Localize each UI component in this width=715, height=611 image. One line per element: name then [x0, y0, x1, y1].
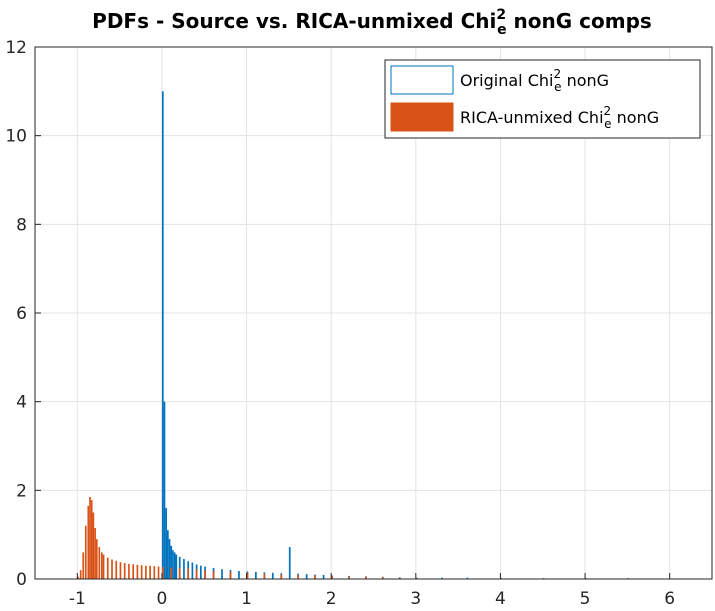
bar-rica — [90, 500, 93, 579]
bar-original — [200, 565, 202, 579]
bar-rica — [95, 539, 98, 579]
bar-original — [322, 575, 325, 579]
bar-rica — [263, 573, 266, 579]
y-tick-label: 8 — [16, 215, 27, 235]
bar-rica — [123, 563, 126, 579]
bar-original — [167, 530, 169, 579]
bar-original — [238, 571, 240, 579]
legend-swatch-rica — [390, 102, 454, 132]
x-axis-ticks: -1 0 1 2 3 4 5 6 — [69, 573, 675, 609]
y-axis-ticks: 0 2 4 6 8 10 12 — [5, 38, 41, 590]
bar-rica — [89, 496, 91, 579]
x-tick-label: 1 — [241, 589, 252, 609]
bar-rica — [132, 564, 135, 579]
x-tick-label: 4 — [495, 589, 506, 609]
bar-original — [441, 577, 443, 579]
bar-rica — [84, 525, 87, 579]
bar-rica — [140, 565, 143, 579]
bar-rica — [381, 577, 384, 579]
bar-rica — [365, 576, 367, 579]
x-tick-label: -1 — [69, 589, 86, 609]
y-tick-label: 12 — [5, 38, 27, 58]
bar-rica — [212, 571, 215, 579]
bar-original — [163, 401, 166, 579]
bar-original — [221, 569, 223, 579]
bar-original — [255, 571, 257, 579]
bar-rica — [106, 557, 109, 579]
legend-label-original: Original Chi2 e nonG — [460, 67, 609, 94]
bar-rica — [187, 568, 190, 579]
bar-rica — [145, 565, 147, 579]
x-tick-label: 3 — [410, 589, 421, 609]
bar-rica — [229, 571, 232, 579]
bar-rica — [92, 512, 95, 579]
bar-original — [191, 562, 194, 579]
bar-original — [271, 572, 274, 579]
bar-rica — [161, 567, 164, 579]
bar-rica — [128, 563, 130, 579]
y-tick-label: 2 — [16, 481, 27, 501]
y-tick-label: 4 — [16, 393, 27, 413]
bar-original — [183, 559, 185, 579]
y-tick-label: 6 — [16, 304, 27, 324]
bar-rica — [87, 505, 90, 579]
bar-rica — [79, 570, 82, 579]
bar-original — [161, 91, 164, 579]
bar-original — [288, 547, 291, 579]
bar-rica — [101, 552, 103, 579]
y-tick-label: 10 — [5, 127, 27, 147]
x-tick-label: 2 — [326, 589, 337, 609]
bar-rica — [77, 576, 80, 579]
chart-title: PDFs - Source vs. RICA-unmixed Chi2 e non… — [92, 7, 652, 38]
bar-rica — [98, 547, 101, 579]
y-tick-label: 0 — [16, 570, 27, 590]
bar-rica — [153, 566, 156, 579]
bar-rica — [170, 567, 173, 579]
bar-rica — [195, 569, 198, 579]
bar-rica — [331, 575, 333, 579]
legend: Original Chi2 e nonG RICA-unmixed Chi2 e n… — [384, 59, 701, 139]
bar-rica — [246, 572, 249, 579]
bar-original — [168, 539, 171, 579]
bar-rica — [178, 567, 181, 579]
bar-original — [466, 577, 469, 579]
series-rica — [77, 496, 435, 579]
bar-rica — [102, 554, 105, 579]
bar-original — [173, 552, 176, 579]
bar-rica — [111, 559, 113, 579]
bar-original — [175, 554, 178, 579]
bar-rica — [115, 560, 118, 579]
bar-rica — [157, 566, 160, 579]
bar-rica — [297, 575, 300, 579]
bar-rica — [204, 570, 206, 579]
bar-rica — [398, 577, 401, 579]
bar-rica — [348, 576, 350, 579]
bar-original — [172, 550, 174, 579]
x-tick-label: 6 — [664, 589, 675, 609]
bar-original — [305, 574, 308, 579]
legend-label-rica: RICA-unmixed Chi2 e nonG — [460, 104, 659, 131]
bar-rica — [119, 562, 122, 579]
bar-rica — [280, 574, 283, 579]
bar-original — [165, 508, 168, 579]
bar-rica — [136, 564, 139, 579]
bar-rica — [314, 575, 316, 579]
x-tick-label: 0 — [157, 589, 168, 609]
bar-original — [170, 545, 173, 579]
legend-swatch-original — [390, 65, 454, 95]
bar-original — [178, 556, 181, 579]
series-original — [161, 91, 630, 579]
bar-rica — [94, 528, 96, 579]
bar-rica — [149, 565, 151, 579]
bar-rica — [82, 552, 85, 579]
x-tick-label: 5 — [580, 589, 591, 609]
